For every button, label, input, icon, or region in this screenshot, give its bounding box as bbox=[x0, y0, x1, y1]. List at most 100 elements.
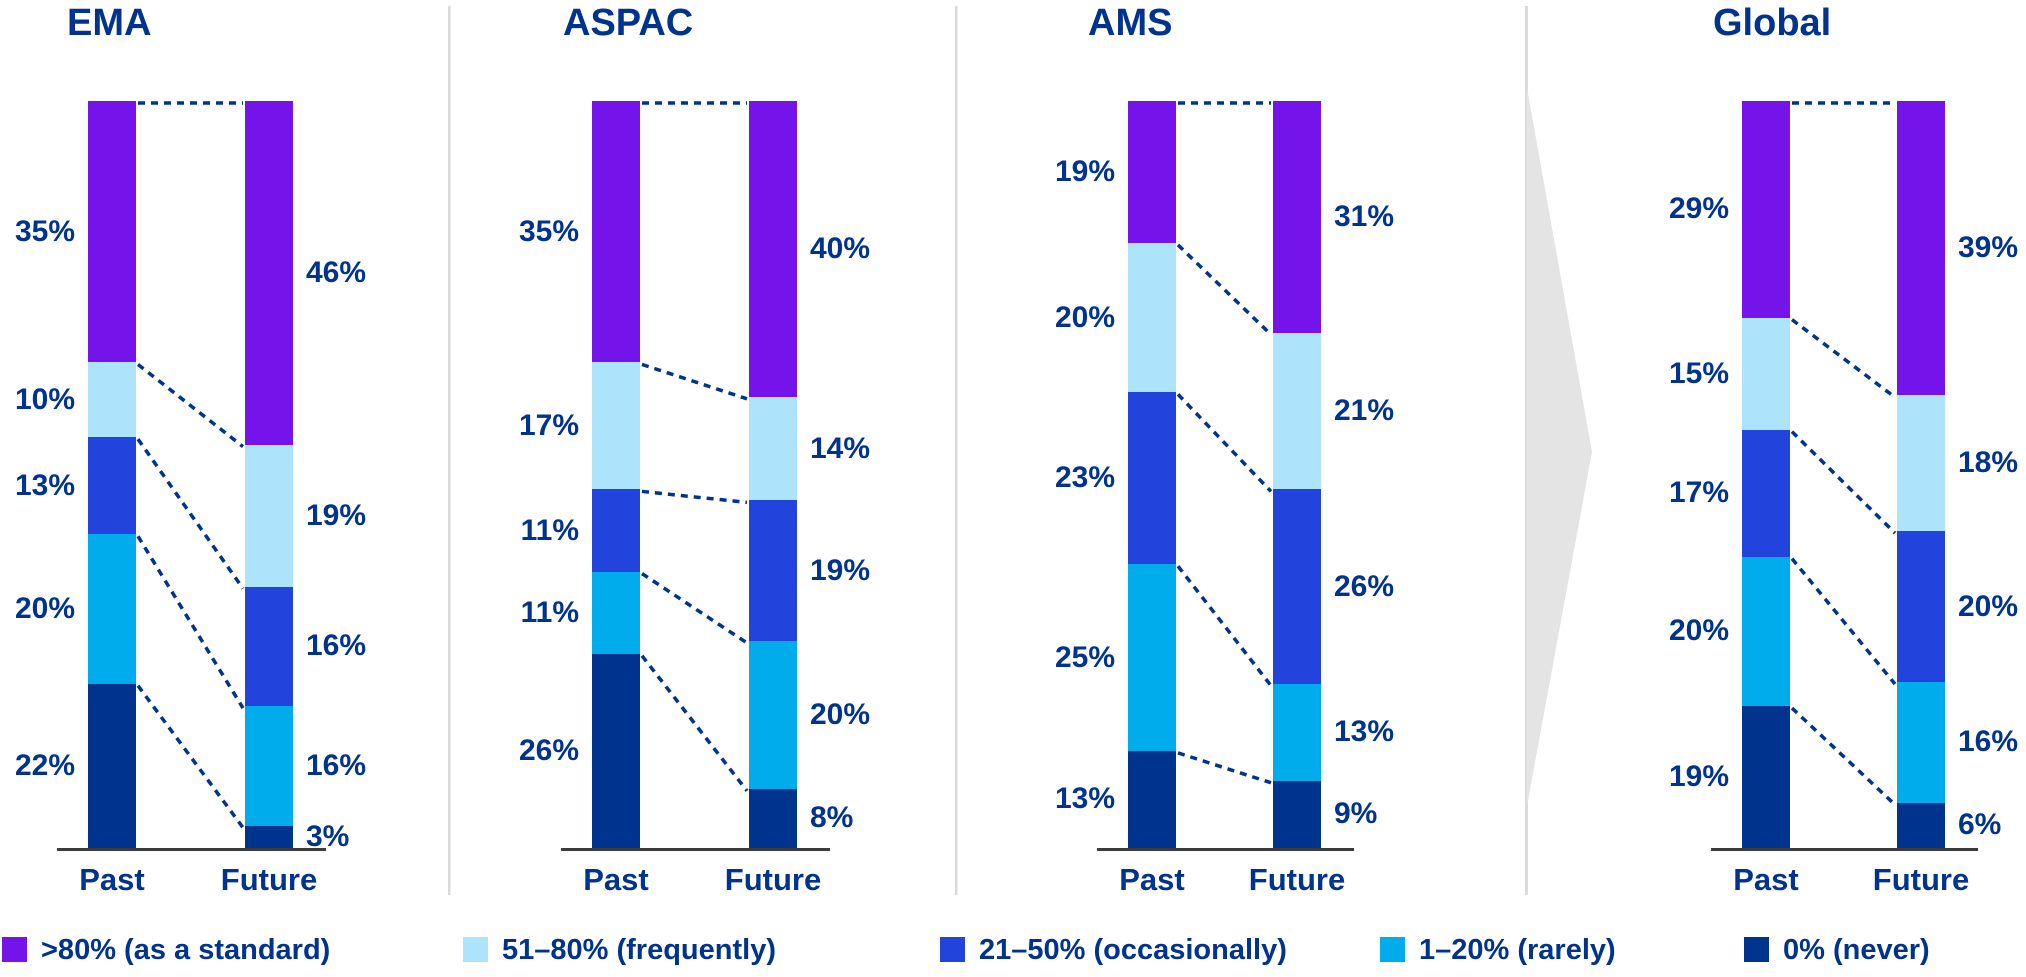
segment-value-label: 39% bbox=[1958, 231, 2019, 265]
axis-label-past: Past bbox=[1733, 862, 1799, 897]
segment-connector-dotted-line bbox=[1177, 751, 1272, 785]
segment-value-label: 40% bbox=[810, 231, 871, 265]
segment-value-label: 25% bbox=[1054, 640, 1115, 674]
segment-value-label: 17% bbox=[1668, 476, 1729, 510]
segment-value-label: 26% bbox=[518, 733, 579, 767]
bar-segment bbox=[88, 362, 136, 438]
group-title: EMA bbox=[67, 2, 152, 44]
bar-segment bbox=[1128, 750, 1176, 848]
segment-connector-dotted-line bbox=[1790, 557, 1897, 686]
axis-label-future: Future bbox=[220, 862, 318, 897]
bar-segment bbox=[1742, 706, 1790, 848]
bar-segment bbox=[749, 640, 797, 789]
segment-value-label: 19% bbox=[1668, 760, 1729, 794]
bar-segment bbox=[245, 586, 293, 707]
segment-value-label: 10% bbox=[14, 382, 75, 416]
bar-segment bbox=[1128, 101, 1176, 243]
future-bar bbox=[245, 101, 293, 848]
bar-segment bbox=[1742, 556, 1790, 707]
segment-value-label: 17% bbox=[518, 408, 579, 442]
bar-segment bbox=[1128, 564, 1176, 751]
legend-label: 1–20% (rarely) bbox=[1419, 934, 1616, 966]
segment-value-label: 18% bbox=[1958, 446, 2019, 480]
segment-connector-dotted-line bbox=[136, 438, 245, 590]
segment-value-label: 29% bbox=[1668, 192, 1729, 226]
future-bar bbox=[749, 101, 797, 848]
bar-segment bbox=[1273, 101, 1321, 333]
bar-segment bbox=[592, 653, 640, 848]
bar-segment bbox=[592, 101, 640, 363]
segment-connector-dotted-line bbox=[1176, 565, 1273, 687]
bar-segment bbox=[1273, 780, 1321, 848]
bar-segment bbox=[1128, 392, 1176, 565]
bar-segment bbox=[1128, 242, 1176, 393]
bar-segment bbox=[245, 706, 293, 826]
axis-label-future: Future bbox=[1872, 862, 1970, 897]
group-title: Global bbox=[1713, 2, 1832, 44]
segment-connector-dotted-line bbox=[641, 362, 748, 401]
legend-label: >80% (as a standard) bbox=[41, 934, 331, 966]
segment-value-label: 8% bbox=[810, 801, 854, 835]
right-arrow-shape bbox=[1527, 88, 1592, 806]
past-bar bbox=[1128, 101, 1176, 848]
segment-connector-dotted-line bbox=[1176, 243, 1273, 336]
segment-value-label: 3% bbox=[306, 819, 350, 853]
segment-value-label: 20% bbox=[14, 591, 75, 625]
segment-connector-dotted-line bbox=[1790, 318, 1897, 399]
bar-segment bbox=[88, 534, 136, 684]
group-title: ASPAC bbox=[563, 2, 694, 44]
bar-segment bbox=[1897, 802, 1945, 848]
legend-swatch bbox=[1744, 937, 1769, 962]
segment-value-label: 16% bbox=[1958, 725, 2019, 759]
global-divider bbox=[1525, 6, 1528, 895]
bar-segment bbox=[749, 101, 797, 397]
segment-value-label: 15% bbox=[1668, 356, 1729, 390]
segment-value-label: 13% bbox=[14, 468, 75, 502]
segment-value-label: 20% bbox=[1054, 300, 1115, 334]
bar-segment bbox=[245, 101, 293, 445]
future-bar bbox=[1897, 101, 1945, 848]
segment-value-label: 23% bbox=[1054, 461, 1115, 495]
bar-segment bbox=[1273, 683, 1321, 781]
segment-value-label: 16% bbox=[306, 748, 367, 782]
bar-segment bbox=[1742, 317, 1790, 430]
bar-segment bbox=[245, 444, 293, 587]
bar-segment bbox=[1742, 429, 1790, 557]
segment-value-label: 11% bbox=[520, 513, 579, 547]
section-divider bbox=[955, 6, 958, 895]
legend-swatch bbox=[2, 937, 27, 962]
segment-value-label: 26% bbox=[1334, 569, 1395, 603]
segment-value-label: 19% bbox=[810, 553, 871, 587]
segment-value-label: 13% bbox=[1334, 715, 1395, 749]
past-bar bbox=[592, 101, 640, 848]
bar-segment bbox=[1273, 332, 1321, 490]
bar-segment bbox=[88, 683, 136, 848]
legend-swatch bbox=[463, 937, 488, 962]
axis-label-past: Past bbox=[583, 862, 649, 897]
bar-segment bbox=[749, 788, 797, 848]
axis-label-future: Future bbox=[724, 862, 822, 897]
segment-value-label: 21% bbox=[1334, 394, 1395, 427]
section-divider bbox=[448, 6, 451, 895]
segment-value-label: 20% bbox=[810, 697, 871, 731]
bar-segment bbox=[592, 571, 640, 654]
legend-label: 0% (never) bbox=[1783, 934, 1930, 966]
segment-value-label: 35% bbox=[518, 214, 579, 248]
axis-label-past: Past bbox=[1119, 862, 1185, 897]
segment-value-label: 20% bbox=[1958, 589, 2019, 623]
segment-connector-dotted-line bbox=[640, 654, 749, 792]
segment-connector-dotted-line bbox=[1176, 393, 1273, 493]
axis-label-past: Past bbox=[79, 862, 145, 897]
segment-value-label: 35% bbox=[14, 214, 75, 248]
segment-value-label: 19% bbox=[1054, 154, 1115, 188]
bar-segment bbox=[749, 396, 797, 501]
segment-connector-dotted-line bbox=[136, 363, 245, 448]
segment-value-label: 13% bbox=[1054, 782, 1115, 816]
legend-label: 51–80% (frequently) bbox=[502, 934, 776, 966]
legend-swatch bbox=[1380, 937, 1405, 962]
bar-segment bbox=[749, 500, 797, 641]
bar-segment bbox=[1897, 101, 1945, 396]
segment-value-label: 14% bbox=[810, 431, 871, 465]
axis-label-future: Future bbox=[1248, 862, 1346, 897]
